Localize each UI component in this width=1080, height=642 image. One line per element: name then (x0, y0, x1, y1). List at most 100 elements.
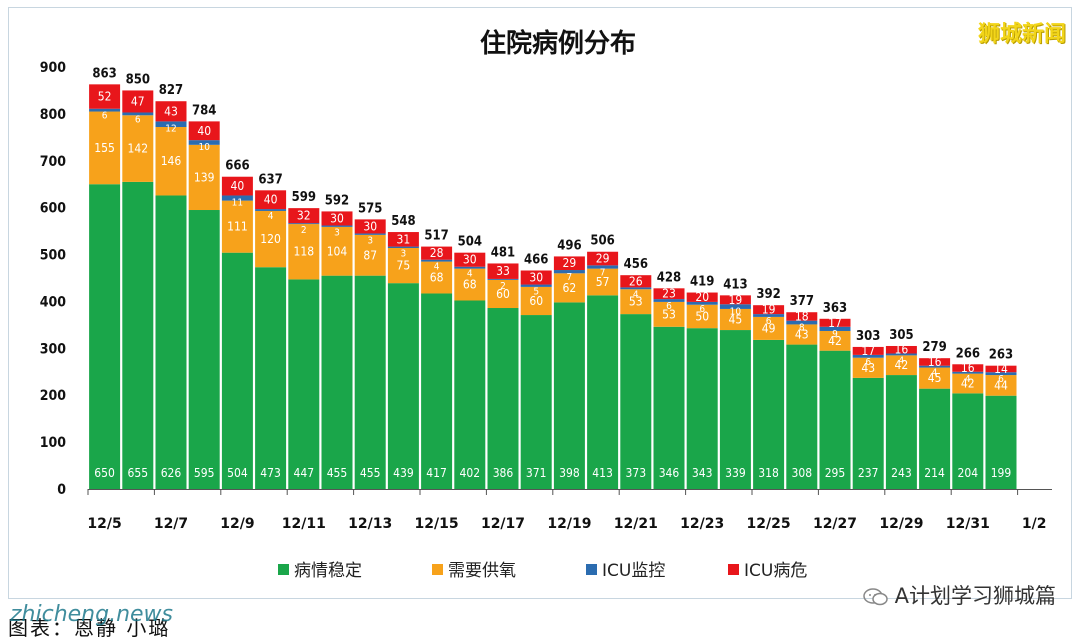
data-label: 3 (334, 227, 340, 238)
total-label: 827 (159, 83, 183, 98)
bar-segment (520, 315, 552, 489)
bar-segment (885, 353, 917, 356)
bar-segment (354, 233, 386, 235)
y-tick-label: 200 (40, 388, 67, 404)
total-label: 466 (524, 252, 548, 267)
data-label: 45 (928, 371, 942, 385)
x-tick-label: 12/7 (154, 516, 188, 532)
bar-segment (188, 140, 220, 145)
total-label: 517 (424, 229, 448, 244)
total-label: 599 (292, 190, 316, 205)
data-label: 30 (330, 211, 344, 225)
data-label: 455 (360, 466, 381, 480)
data-label: 6 (766, 316, 772, 327)
bar-segment (89, 84, 121, 109)
data-label: 11 (232, 197, 243, 208)
total-label: 506 (590, 234, 614, 249)
bar-segment (421, 261, 453, 294)
bar-segment (288, 279, 320, 489)
bar-segment (387, 246, 419, 248)
bar-segment (952, 393, 984, 489)
data-label: 30 (363, 219, 377, 233)
data-label: 155 (94, 141, 115, 155)
data-label: 52 (98, 90, 112, 104)
bar-segment (122, 90, 154, 113)
data-label: 28 (430, 246, 444, 260)
data-label: 40 (264, 193, 278, 207)
bar-segment (553, 256, 585, 271)
data-label: 44 (994, 378, 1008, 392)
x-tick-label: 12/19 (547, 516, 591, 532)
bar-segment (952, 371, 984, 374)
bar-segment (919, 367, 951, 389)
data-label: 29 (596, 252, 610, 266)
data-label: 45 (729, 312, 743, 326)
data-label: 53 (629, 295, 643, 309)
data-label: 4 (965, 374, 971, 385)
legend-swatch (432, 564, 443, 575)
data-label: 6 (865, 357, 871, 368)
bar-segment (885, 375, 917, 489)
bar-segment (354, 219, 386, 234)
bar-segment (885, 345, 917, 354)
data-label: 243 (891, 466, 912, 480)
bar-segment (885, 355, 917, 376)
bar-segment (719, 330, 751, 489)
data-label: 6 (699, 304, 705, 315)
data-label: 3 (367, 235, 373, 246)
bar-segment (587, 295, 619, 489)
bar-segment (719, 295, 751, 305)
data-label: 118 (293, 245, 314, 259)
bar-segment (786, 312, 818, 321)
bar-segment (354, 234, 386, 276)
data-label: 386 (493, 466, 514, 480)
bar-segment (819, 330, 851, 351)
x-tick-label: 12/9 (220, 516, 254, 532)
data-label: 504 (227, 466, 248, 480)
data-label: 33 (496, 264, 510, 278)
data-label: 6 (666, 301, 672, 312)
bar-segment (89, 184, 121, 489)
x-tick-label: 12/21 (614, 516, 658, 532)
data-label: 111 (227, 220, 248, 234)
data-label: 4 (434, 262, 440, 273)
data-label: 14 (994, 362, 1008, 376)
bar-segment (620, 289, 652, 315)
x-tick-label: 12/15 (415, 516, 459, 532)
bar-segment (985, 375, 1017, 396)
data-label: 43 (164, 104, 178, 118)
bar-segment (487, 279, 519, 309)
data-label: 18 (795, 309, 809, 323)
data-label: 47 (131, 94, 145, 108)
bar-segment (553, 302, 585, 489)
data-label: 402 (459, 466, 480, 480)
data-label: 2 (301, 225, 307, 236)
data-label: 8 (799, 323, 805, 334)
bar-segment (819, 350, 851, 489)
data-label: 60 (529, 294, 543, 308)
bar-segment (221, 176, 253, 196)
bar-segment (786, 324, 818, 345)
bar-segment (852, 354, 884, 358)
bar-segment (620, 287, 652, 290)
bar-segment (753, 339, 785, 489)
bar-segment (786, 320, 818, 325)
bar-segment (421, 246, 453, 260)
data-label: 417 (426, 466, 447, 480)
bar-segment (620, 314, 652, 489)
data-label: 40 (231, 179, 245, 193)
bar-segment (985, 372, 1017, 376)
data-label: 19 (762, 303, 776, 317)
total-label: 305 (889, 328, 913, 343)
data-label: 6 (135, 114, 141, 125)
data-label: 146 (161, 154, 182, 168)
watermark-bottom-text: A计划学习狮城篇 (894, 584, 1056, 608)
bar-segment (155, 195, 187, 489)
total-label: 263 (989, 348, 1013, 363)
data-label: 6 (102, 111, 108, 122)
bar-segment (587, 265, 619, 269)
data-label: 455 (327, 466, 348, 480)
data-label: 17 (828, 316, 842, 330)
total-label: 377 (790, 294, 814, 309)
data-label: 4 (268, 211, 274, 222)
